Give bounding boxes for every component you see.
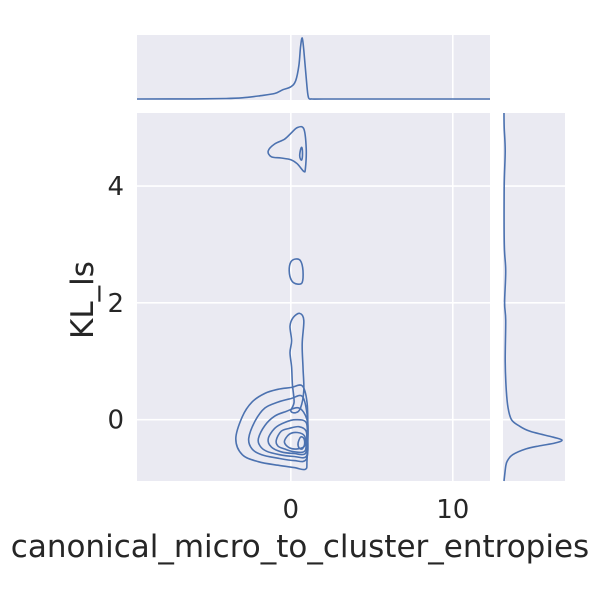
y-tick-label: 2 — [107, 289, 124, 319]
kde-contour-line — [297, 436, 306, 450]
x-tick-label: 0 — [283, 495, 300, 525]
x-tick-labels: 0 10 — [283, 495, 470, 525]
kde-contour-line — [288, 258, 304, 286]
joint-plot-area — [137, 113, 490, 481]
kde-contour-line — [275, 425, 308, 454]
kde-contour-line — [289, 312, 305, 414]
joint-grid — [137, 113, 490, 481]
y-marginal-grid — [503, 185, 565, 421]
y-tick-label: 0 — [107, 406, 124, 436]
x-axis-label: canonical_micro_to_cluster_entropies — [11, 529, 589, 565]
x-marginal-grid — [290, 35, 454, 100]
y-tick-label: 4 — [107, 172, 124, 202]
kde-contours — [234, 125, 309, 471]
x-tick-label: 10 — [436, 495, 469, 525]
y-tick-labels: 0 2 4 — [107, 172, 124, 436]
x-marginal-density-curve — [136, 37, 490, 100]
x-marginal-panel — [137, 35, 490, 100]
y-marginal-panel — [503, 113, 565, 481]
kde-contour-line — [267, 125, 308, 173]
y-axis-label: KL_ls — [65, 261, 101, 339]
kde-contour-line — [298, 146, 304, 161]
y-marginal-density-curve — [503, 112, 563, 482]
